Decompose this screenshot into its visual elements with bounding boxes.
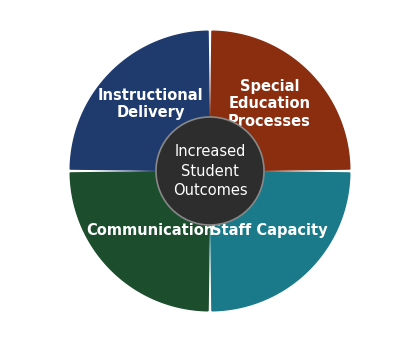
Text: Special
Education
Processes: Special Education Processes (228, 79, 311, 129)
Text: Instructional
Delivery: Instructional Delivery (98, 88, 204, 120)
Text: Communication: Communication (87, 223, 215, 238)
Polygon shape (210, 171, 350, 311)
Text: Staff Capacity: Staff Capacity (211, 223, 328, 238)
Circle shape (156, 117, 264, 225)
Polygon shape (210, 31, 350, 171)
Polygon shape (70, 171, 210, 311)
Polygon shape (70, 31, 210, 171)
Text: Increased
Student
Outcomes: Increased Student Outcomes (173, 144, 247, 198)
